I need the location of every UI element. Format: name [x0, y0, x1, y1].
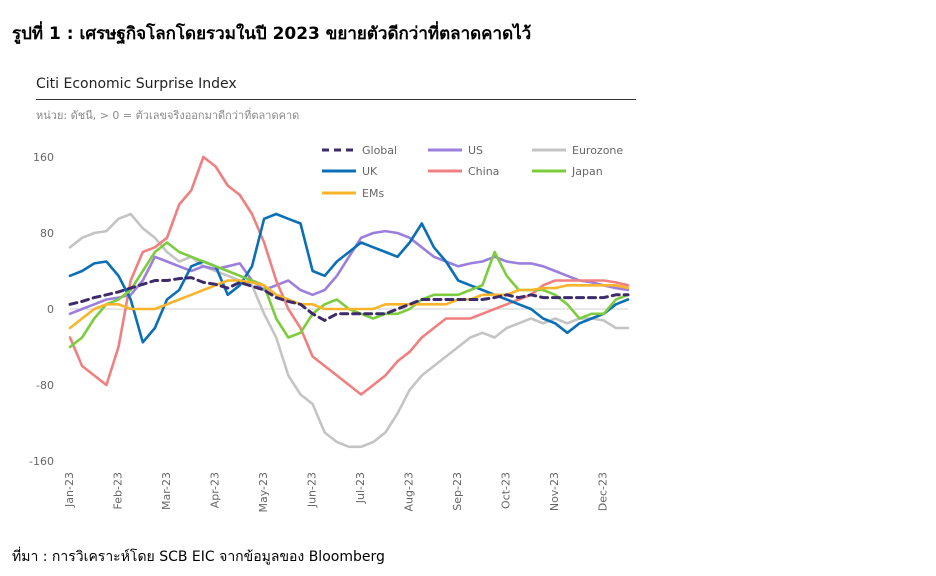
- legend-label-eurozone: Eurozone: [572, 144, 623, 157]
- legend-label-china: China: [468, 165, 499, 178]
- y-tick-label: 0: [47, 303, 54, 316]
- x-tick-label: Aug-23: [403, 472, 416, 511]
- y-tick-label: 80: [40, 227, 54, 240]
- legend-label-japan: Japan: [571, 165, 603, 178]
- figure-title: รูปที่ 1 : เศรษฐกิจโลกโดยรวมในปี 2023 ขย…: [12, 24, 532, 44]
- legend: Global US Eurozone UK China Japan EMs: [322, 144, 623, 200]
- x-tick-label: Jan-23: [63, 472, 76, 508]
- series-line-ems: [68, 279, 630, 330]
- y-tick-label: 160: [33, 151, 54, 164]
- x-tick-label: May-23: [257, 472, 270, 513]
- legend-label-ems: EMs: [362, 187, 384, 200]
- x-tick-label: Sep-23: [451, 472, 464, 511]
- x-tick-label: Dec-23: [597, 472, 610, 511]
- chart-subtitle: หน่วย: ดัชนี, > 0 = ตัวเลขจริงออกมาดีกว่…: [36, 109, 300, 122]
- chart-title: Citi Economic Surprise Index: [36, 76, 237, 92]
- x-tick-label: Feb-23: [112, 472, 125, 509]
- series-line-china: [68, 155, 630, 396]
- series-lines: [68, 155, 630, 449]
- x-tick-label: Jul-23: [354, 472, 367, 504]
- series-line-us: [68, 229, 630, 316]
- series-line-global: [68, 276, 630, 322]
- y-tick-label: -160: [29, 455, 54, 468]
- source-note: ที่มา : การวิเคราะห์โดย SCB EIC จากข้อมู…: [12, 549, 385, 565]
- x-tick-label: Mar-23: [160, 472, 173, 510]
- x-tick-label: Oct-23: [500, 472, 513, 509]
- y-axis: -160 -80 0 80 160: [29, 151, 54, 468]
- series-line-uk: [68, 212, 630, 344]
- legend-label-uk: UK: [362, 165, 378, 178]
- legend-label-us: US: [468, 144, 483, 157]
- y-tick-label: -80: [36, 379, 54, 392]
- title-divider: [36, 99, 636, 100]
- x-tick-label: Apr-23: [209, 472, 222, 508]
- legend-label-global: Global: [362, 144, 397, 157]
- x-tick-label: Jun-23: [306, 472, 319, 508]
- x-tick-label: Nov-23: [548, 472, 561, 511]
- x-axis: Jan-23 Feb-23 Mar-23 Apr-23 May-23 Jun-23 Jul-…: [63, 472, 610, 513]
